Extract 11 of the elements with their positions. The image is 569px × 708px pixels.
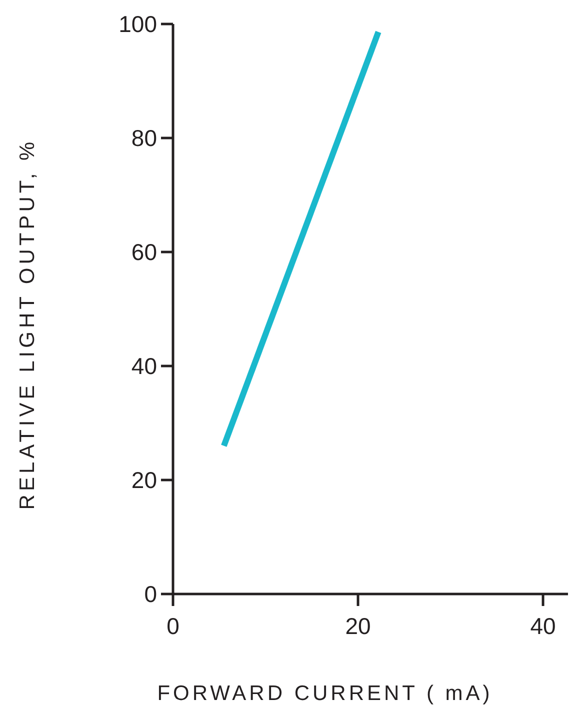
y-tick-label: 100 bbox=[118, 11, 157, 38]
y-tick-label: 60 bbox=[131, 239, 157, 266]
y-tick-label: 20 bbox=[131, 467, 157, 494]
x-tick-label: 20 bbox=[345, 613, 371, 639]
x-tick-label: 0 bbox=[166, 613, 180, 639]
x-tick-label: 40 bbox=[530, 613, 556, 639]
x-axis-title: FORWARD CURRENT ( mA) bbox=[157, 682, 493, 705]
y-tick-label: 0 bbox=[144, 581, 157, 608]
y-tick-label: 40 bbox=[131, 353, 157, 380]
y-tick-label: 80 bbox=[131, 125, 157, 152]
y-axis-title: RELATIVE LIGHT OUTPUT, % bbox=[16, 138, 39, 510]
